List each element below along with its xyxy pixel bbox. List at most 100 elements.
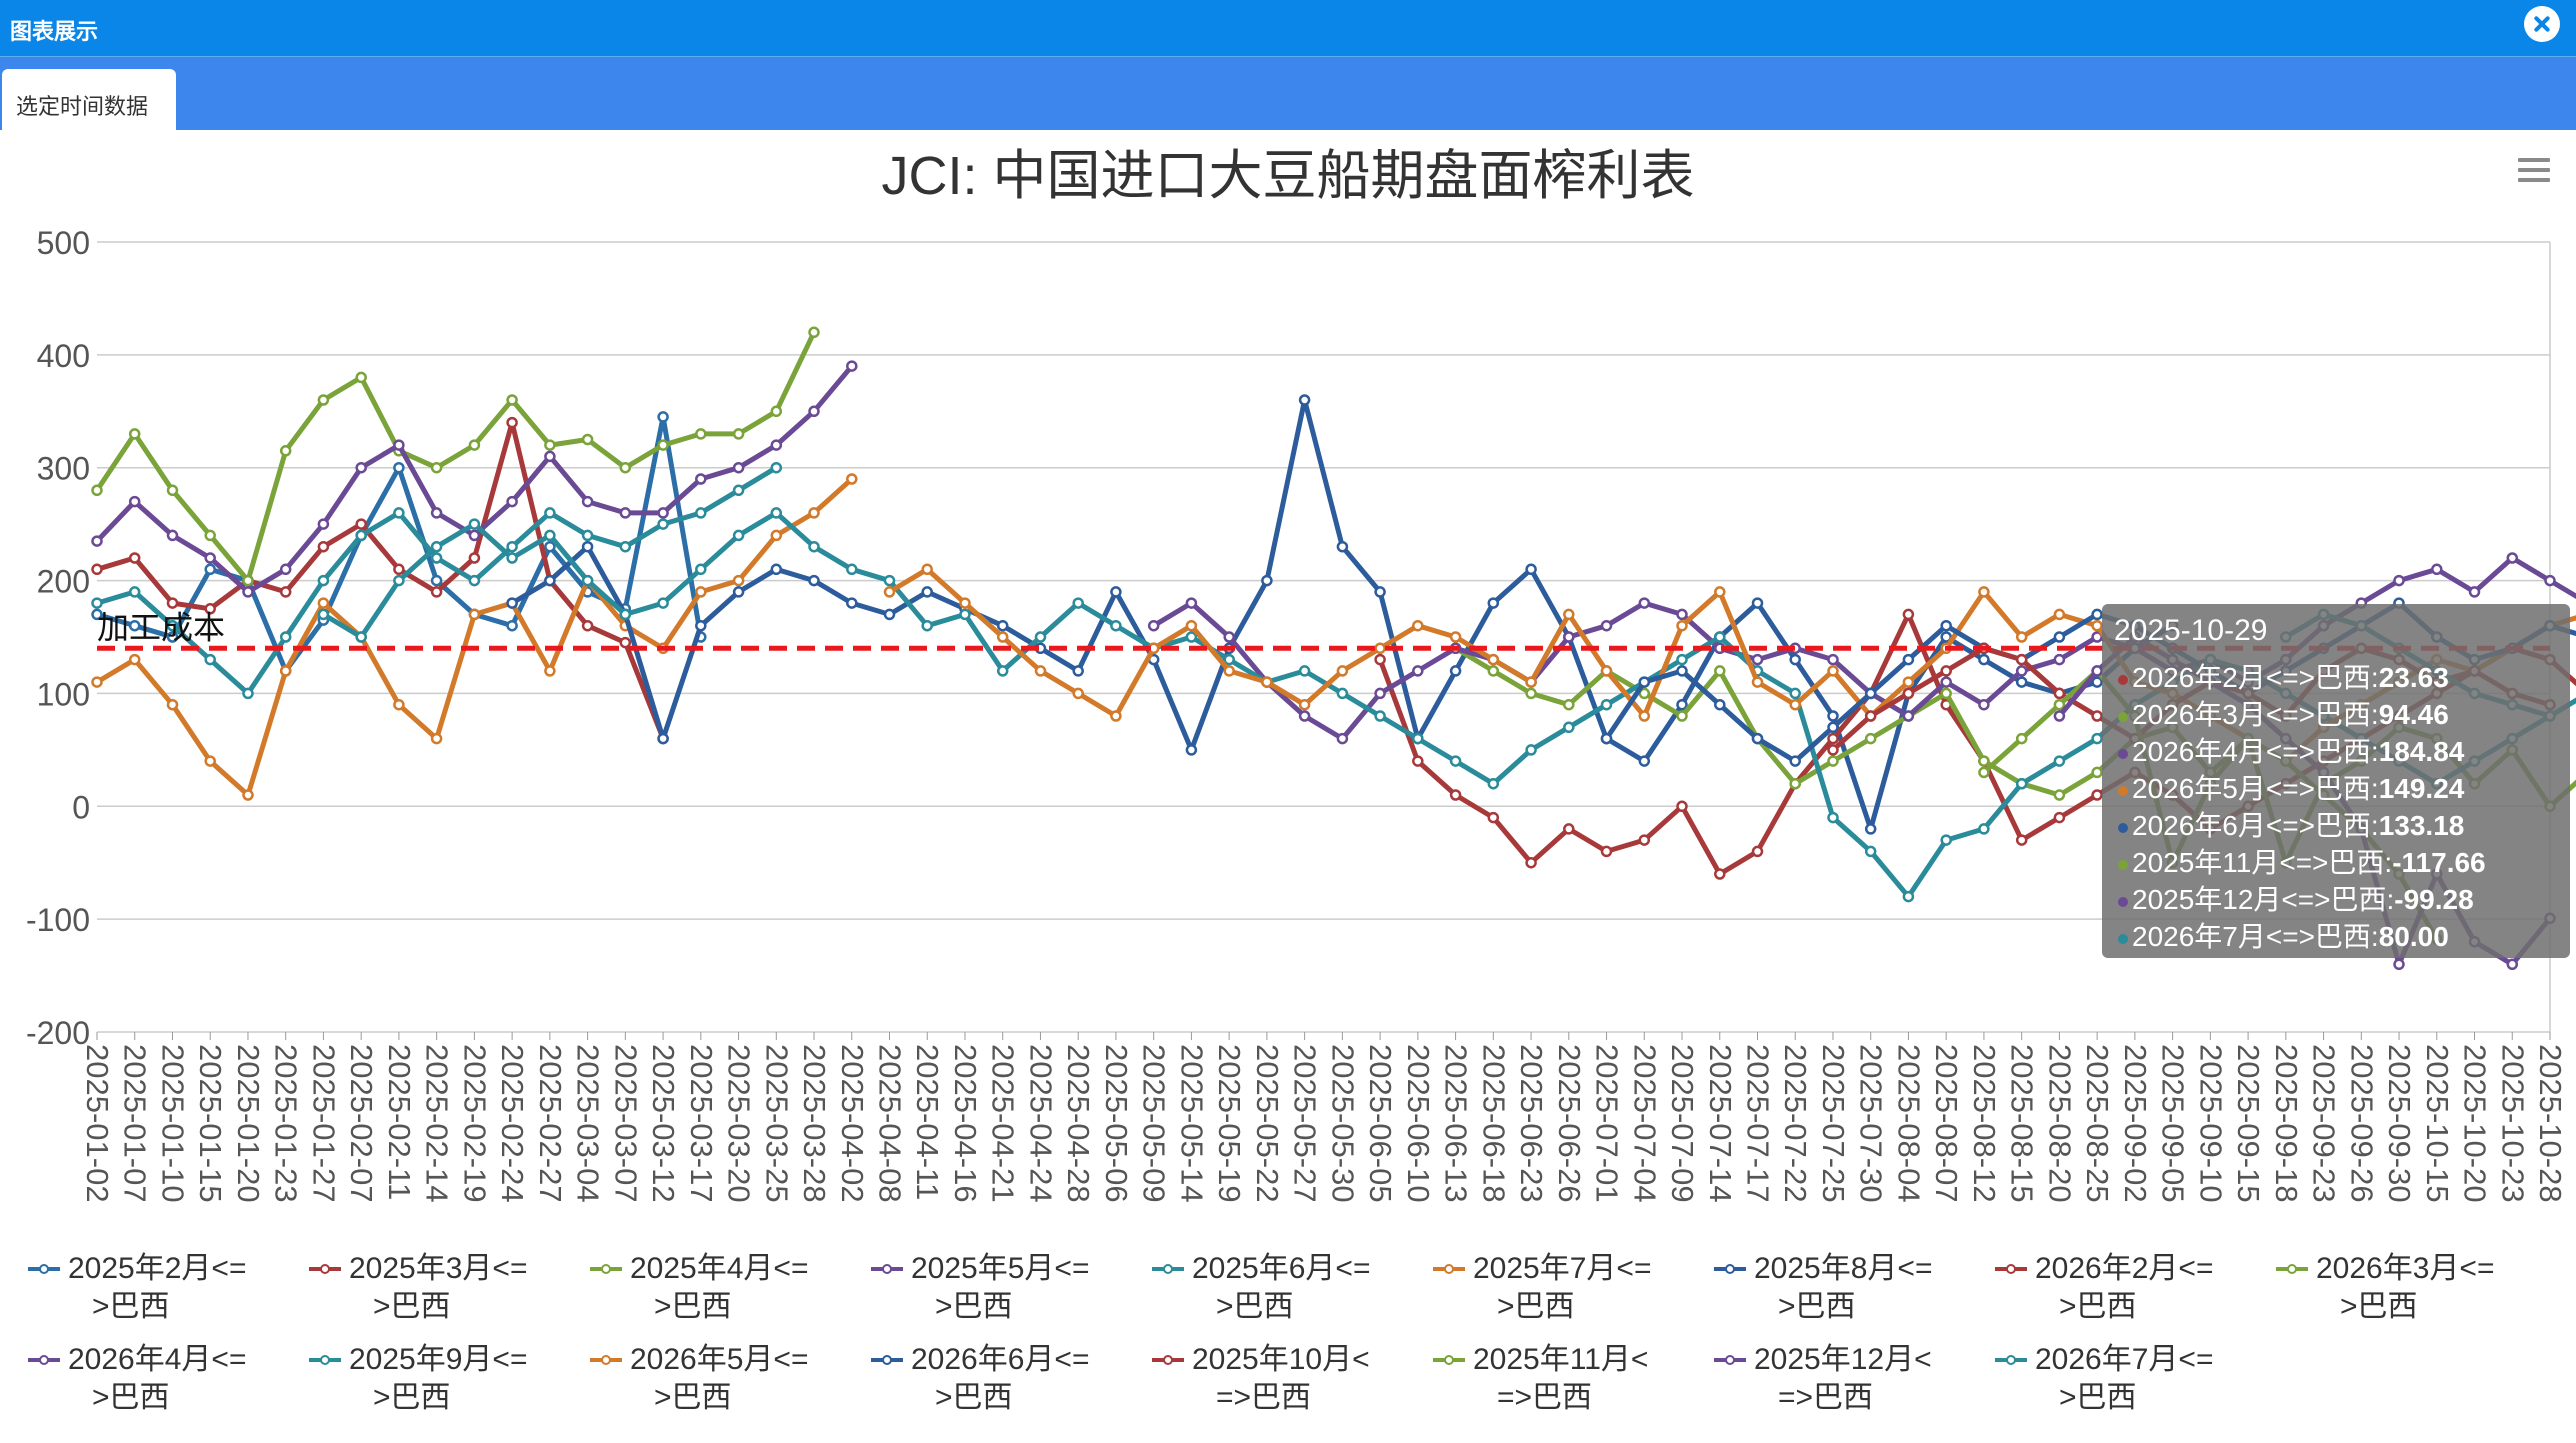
x-tick-label: 2025-02-07 bbox=[344, 1044, 379, 1203]
series-point bbox=[1034, 631, 1047, 643]
series-point bbox=[1638, 755, 1651, 767]
series-point bbox=[1261, 676, 1273, 688]
series-point bbox=[732, 574, 745, 587]
series-point bbox=[1978, 698, 1990, 711]
series-point bbox=[242, 687, 254, 700]
legend-line-marker-icon bbox=[1433, 1353, 1465, 1367]
series-point bbox=[128, 428, 141, 440]
series-point bbox=[921, 619, 933, 632]
series-point bbox=[430, 507, 443, 519]
hamburger-menu-icon[interactable] bbox=[2518, 158, 2550, 186]
series-point bbox=[2393, 958, 2405, 971]
x-tick-label: 2025-04-28 bbox=[1061, 1044, 1096, 1203]
series-point bbox=[1072, 687, 1084, 700]
series-point bbox=[1940, 834, 1952, 846]
series-point bbox=[242, 574, 254, 587]
series-point bbox=[2015, 631, 2028, 643]
series-point bbox=[317, 518, 330, 530]
series-point bbox=[581, 433, 594, 446]
series-point bbox=[732, 529, 745, 542]
series-point bbox=[1563, 721, 1575, 734]
tooltip-row: 2026年7月<=>巴西:80.00 bbox=[2118, 915, 2449, 955]
series-point bbox=[2506, 958, 2519, 971]
series-point bbox=[695, 619, 707, 632]
series-point bbox=[695, 507, 707, 519]
series-point bbox=[1940, 676, 1952, 688]
tab-selected-time-data[interactable]: 选定时间数据 bbox=[2, 69, 176, 130]
legend-label: 2025年11月< =>巴西 bbox=[1473, 1343, 1649, 1414]
series-point bbox=[1600, 619, 1613, 632]
series-point bbox=[355, 461, 367, 474]
x-tick-label: 2025-06-26 bbox=[1552, 1044, 1587, 1203]
legend-label: 2025年8月<= >巴西 bbox=[1754, 1252, 1933, 1323]
series-point bbox=[1714, 868, 1726, 880]
tab-bar: 选定时间数据 bbox=[0, 57, 2576, 130]
tooltip-series-value: 184.84 bbox=[2378, 736, 2465, 767]
x-tick-label: 2025-07-30 bbox=[1854, 1044, 1889, 1203]
series-point bbox=[846, 473, 858, 485]
series-point bbox=[128, 619, 141, 632]
series-point bbox=[1751, 732, 1764, 745]
series-point bbox=[1789, 755, 1801, 767]
x-tick-label: 2025-03-28 bbox=[797, 1044, 832, 1203]
legend-line-marker-icon bbox=[309, 1353, 341, 1367]
x-tick-label: 2025-06-05 bbox=[1363, 1044, 1398, 1203]
series-point bbox=[732, 484, 745, 497]
series-line bbox=[94, 331, 817, 584]
legend-label: 2026年5月<= >巴西 bbox=[630, 1343, 809, 1414]
x-tick-label: 2025-08-04 bbox=[1891, 1044, 1926, 1203]
x-tick-label: 2025-01-10 bbox=[155, 1044, 190, 1203]
series-point bbox=[996, 619, 1009, 632]
x-tick-label: 2025-02-11 bbox=[382, 1044, 417, 1200]
series-point bbox=[1902, 710, 1915, 722]
series-point bbox=[1600, 732, 1613, 745]
series-point bbox=[430, 461, 443, 474]
x-tick-label: 2025-05-14 bbox=[1174, 1044, 1209, 1203]
close-icon[interactable] bbox=[2524, 6, 2560, 42]
legend-line-marker-icon bbox=[28, 1262, 60, 1276]
x-tick-label: 2025-03-12 bbox=[646, 1044, 681, 1203]
series-point bbox=[2015, 676, 2028, 688]
legend-line-marker-icon bbox=[28, 1353, 60, 1367]
series-point bbox=[91, 535, 103, 547]
series-point bbox=[430, 586, 443, 598]
series-point bbox=[1412, 755, 1424, 767]
series-point bbox=[1827, 710, 1839, 722]
series-point bbox=[695, 586, 707, 598]
series-point bbox=[1638, 834, 1651, 846]
series-point bbox=[1676, 800, 1688, 813]
series-point bbox=[91, 563, 103, 576]
series-point bbox=[1072, 665, 1084, 677]
series-point bbox=[317, 597, 330, 609]
series-point bbox=[544, 540, 556, 553]
series-point bbox=[1449, 755, 1462, 767]
series-point bbox=[2091, 608, 2103, 621]
series-point bbox=[695, 473, 707, 485]
legend-line-marker-icon bbox=[1714, 1262, 1746, 1276]
series-point bbox=[581, 529, 594, 542]
x-tick-label: 2025-10-20 bbox=[2458, 1044, 2493, 1203]
x-tick-label: 2025-01-07 bbox=[118, 1044, 153, 1203]
series-point bbox=[1676, 653, 1688, 666]
series-point bbox=[506, 540, 518, 553]
series-point bbox=[355, 631, 367, 643]
series-point bbox=[1185, 631, 1198, 643]
series-point bbox=[1563, 698, 1575, 711]
series-point bbox=[1714, 665, 1726, 677]
series-point bbox=[1298, 698, 1311, 711]
series-point bbox=[732, 461, 745, 474]
series-point bbox=[1676, 710, 1688, 722]
series-point bbox=[279, 665, 292, 677]
series-point bbox=[808, 540, 820, 553]
series-point bbox=[1298, 665, 1311, 677]
series-point bbox=[2053, 811, 2066, 824]
tooltip-series-dot bbox=[2118, 674, 2128, 685]
x-tick-label: 2025-07-09 bbox=[1665, 1044, 1700, 1203]
series-point bbox=[1449, 665, 1462, 677]
x-tick-label: 2025-04-02 bbox=[835, 1044, 870, 1203]
series-point bbox=[883, 608, 896, 621]
tooltip-series-dot bbox=[2118, 785, 2128, 796]
series-point bbox=[619, 608, 632, 621]
series-point bbox=[355, 518, 367, 530]
x-tick-label: 2025-09-10 bbox=[2193, 1044, 2228, 1203]
